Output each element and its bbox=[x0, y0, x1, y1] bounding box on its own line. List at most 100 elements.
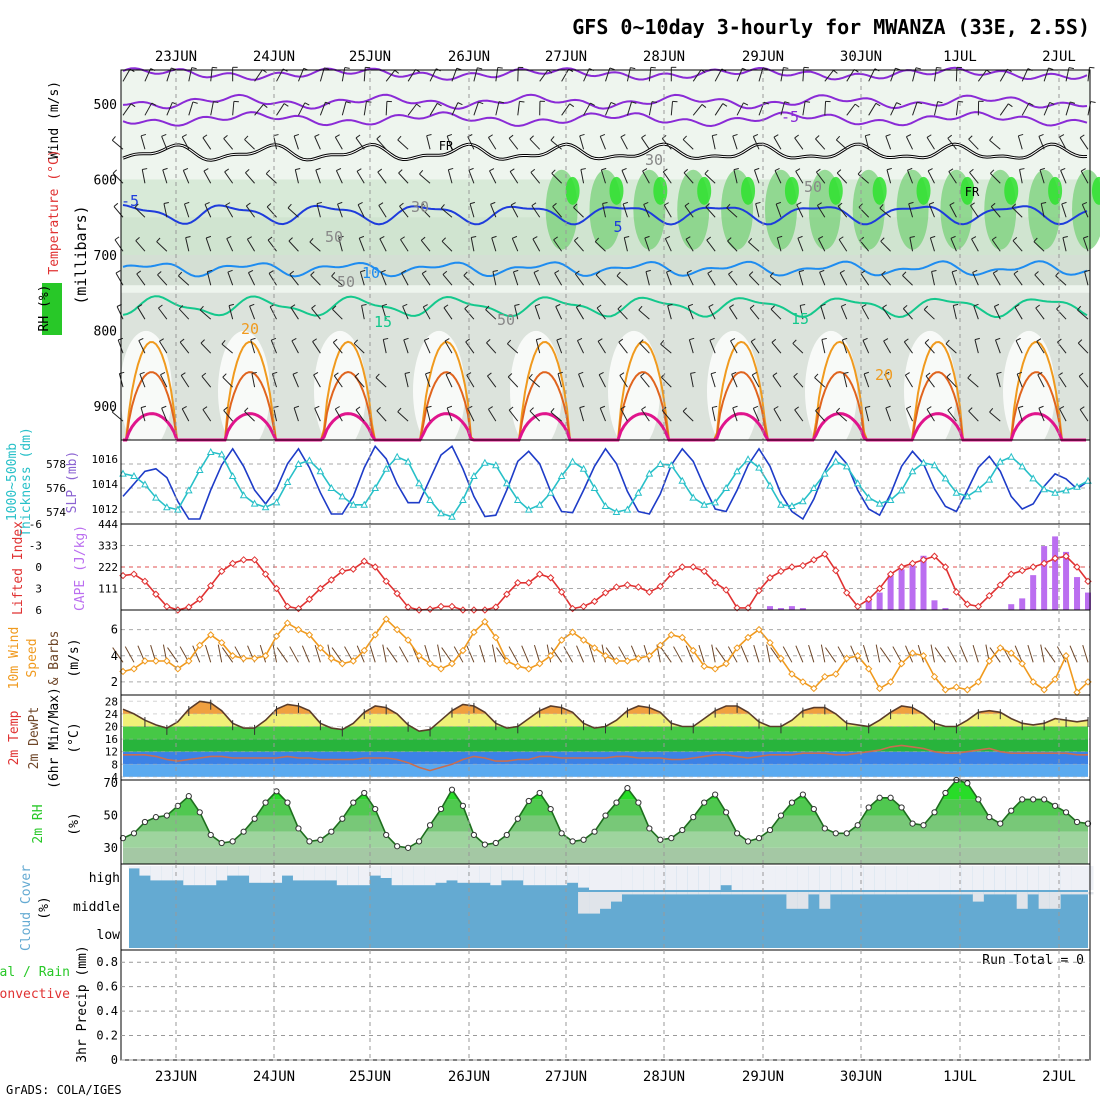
wind-label-c: & Barbs bbox=[47, 631, 62, 686]
cloud-high-bar bbox=[775, 866, 786, 890]
wind-barb-10m bbox=[492, 645, 495, 663]
rh-label-b: (%) bbox=[67, 812, 82, 835]
wind-barb-flag bbox=[1091, 102, 1096, 103]
contour-label-15: 15 bbox=[791, 310, 809, 328]
cloud-level-high: high bbox=[89, 871, 120, 886]
lifted-index-line-point bbox=[624, 582, 630, 588]
wind-barb-10m bbox=[370, 645, 375, 662]
wind-barb-10m bbox=[821, 645, 824, 663]
cloud-high-bar bbox=[786, 866, 797, 890]
cape-bar bbox=[1063, 552, 1069, 610]
wind-barb-10m bbox=[796, 646, 803, 663]
contour-label-15: 15 bbox=[374, 313, 392, 331]
wind-barb-10m bbox=[825, 648, 835, 663]
date-label-top: 28JUN bbox=[643, 49, 685, 65]
cloud-mid-bar bbox=[655, 892, 666, 894]
rh-line-point bbox=[351, 800, 356, 805]
cape-bar bbox=[789, 606, 795, 610]
cloud-mid-bar bbox=[918, 892, 929, 894]
rh-line-point bbox=[636, 800, 641, 805]
wind-barb-10m bbox=[577, 646, 584, 663]
cloud-mid-bar bbox=[633, 892, 644, 894]
date-label-top: 2JUL bbox=[1042, 49, 1076, 65]
cloud-high-bar bbox=[984, 866, 995, 890]
wind-barb-10m bbox=[399, 647, 408, 663]
rh-line-point bbox=[395, 844, 400, 849]
wind-barb-flag bbox=[1048, 68, 1053, 70]
rh-line-point bbox=[482, 842, 487, 847]
slp-label: SLP (mb) bbox=[65, 451, 80, 514]
wind-barb-flag bbox=[958, 101, 963, 102]
cloud-mid-bar bbox=[841, 892, 852, 894]
cape-bar bbox=[899, 569, 905, 610]
cloud-high-bar bbox=[764, 866, 775, 890]
wind-barb-10m bbox=[438, 645, 441, 663]
cloud-high-bar bbox=[545, 866, 556, 885]
wind-barb-flag bbox=[916, 68, 921, 69]
contour-label-m5: -5 bbox=[121, 192, 139, 210]
cape-bar bbox=[1041, 546, 1047, 610]
cloud-high-bar bbox=[1072, 866, 1083, 890]
contour-label-50: 50 bbox=[337, 273, 355, 291]
lifted-index-line-point bbox=[241, 557, 247, 563]
cloud-high-bar bbox=[688, 866, 699, 890]
cloud-high-bar bbox=[907, 866, 918, 890]
rh-line-point bbox=[899, 805, 904, 810]
temp-band bbox=[121, 764, 1090, 777]
cloud-mid-bar bbox=[951, 892, 962, 894]
wind-ytick: 6 bbox=[111, 623, 118, 637]
wind-barb-flag bbox=[651, 67, 656, 68]
rh-line-point bbox=[855, 823, 860, 828]
rh-line-point bbox=[537, 790, 542, 795]
cloud-mid-bar bbox=[732, 892, 743, 894]
contour-label-30: 30 bbox=[411, 198, 429, 216]
wind-barb-10m bbox=[383, 645, 386, 663]
cloud-high-bar bbox=[699, 866, 710, 890]
rh-line-point bbox=[976, 797, 981, 802]
cloud-mid-bar bbox=[874, 892, 885, 894]
cloud-high-bar bbox=[249, 866, 260, 883]
cloud-high-bar bbox=[1061, 866, 1072, 890]
date-label-bottom: 1JUL bbox=[943, 1069, 977, 1085]
precip-label-b: Convective bbox=[0, 987, 70, 1002]
temp-label-d: (°C) bbox=[67, 722, 82, 753]
rh-line-point bbox=[943, 790, 948, 795]
wind-barb-flag bbox=[345, 68, 350, 69]
contour-label-50: 50 bbox=[325, 228, 343, 246]
cloud-high-bar bbox=[359, 866, 370, 885]
rh-wet-core bbox=[1048, 177, 1062, 205]
lifted-index-line-point bbox=[635, 584, 641, 590]
rh-line-point bbox=[241, 829, 246, 834]
cloud-high-bar bbox=[414, 866, 425, 885]
rh-line-point bbox=[745, 839, 750, 844]
cloud-mid-bar bbox=[885, 892, 896, 894]
cloud-high-bar bbox=[677, 866, 688, 890]
li-ytick: 0 bbox=[35, 561, 42, 574]
cloud-mid-bar bbox=[644, 892, 655, 894]
cloud-high-bar bbox=[315, 866, 326, 880]
lifted-index-line-point bbox=[613, 584, 619, 590]
date-label-bottom: 29JUN bbox=[742, 1069, 784, 1085]
cloud-mid-bar bbox=[1028, 892, 1039, 894]
li-ytick: 6 bbox=[35, 604, 42, 617]
precip-ytick: 0.6 bbox=[96, 980, 118, 994]
wind-barb-flag bbox=[192, 68, 197, 69]
rh-line-point bbox=[647, 826, 652, 831]
rh-line-point bbox=[625, 785, 630, 790]
rh-ytick: 70 bbox=[104, 776, 118, 790]
date-label-top: 27JUN bbox=[545, 49, 587, 65]
cloud-mid-bar bbox=[764, 892, 775, 894]
cloud-high-bar bbox=[644, 866, 655, 890]
cloud-high-bar bbox=[260, 866, 271, 883]
upper-wind-label: Wind (m/s) bbox=[47, 81, 62, 159]
cloud-high-bar bbox=[721, 866, 732, 885]
cape-bar bbox=[1008, 604, 1014, 610]
wind-barb-10m bbox=[876, 645, 879, 663]
wind-barb-10m bbox=[973, 645, 978, 662]
cloud-mid-bar bbox=[611, 892, 622, 902]
cloud-mid-bar bbox=[710, 892, 721, 894]
date-label-top: 30JUN bbox=[840, 49, 882, 65]
wind-barb-10m bbox=[522, 646, 529, 663]
cloud-mid-bar bbox=[962, 892, 973, 894]
